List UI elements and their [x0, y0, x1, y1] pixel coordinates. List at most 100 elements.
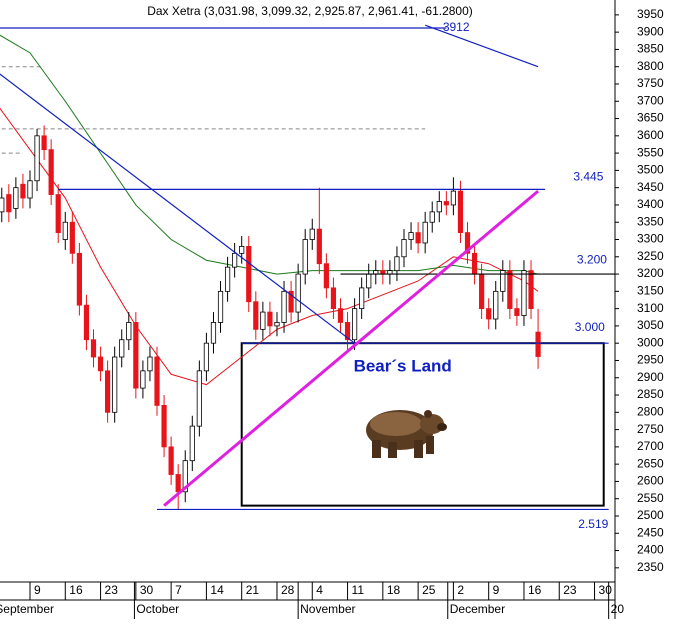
x-tick-label: 9	[34, 583, 41, 597]
month-label: November	[300, 602, 355, 616]
candle-body	[394, 256, 400, 272]
x-tick-label: 23	[105, 583, 119, 597]
candle-body	[55, 194, 61, 233]
candle-body	[203, 342, 210, 372]
candle-body	[232, 252, 238, 268]
y-tick-label: 3200	[637, 266, 664, 280]
candle-body	[210, 322, 217, 344]
box-label: Bear´s Land	[354, 357, 452, 376]
candle-body	[493, 290, 499, 320]
candle-body	[260, 311, 266, 330]
candle-body	[450, 190, 456, 206]
x-tick-label: 4	[316, 583, 323, 597]
month-label: October	[136, 602, 179, 616]
candle-body	[168, 446, 174, 475]
candle-body	[464, 232, 471, 254]
candle-body	[0, 197, 5, 213]
y-tick-label: 2500	[637, 508, 664, 522]
annotation: 3912	[443, 20, 470, 34]
candle-body	[457, 190, 464, 233]
y-tick-label: 2900	[637, 370, 664, 384]
moving-average	[0, 34, 539, 275]
y-tick-label: 3600	[637, 128, 664, 142]
month-label: December	[450, 602, 505, 616]
y-tick-label: 3250	[637, 249, 664, 263]
chart-title: Dax Xetra (3,031.98, 3,099.32, 2,925.87,…	[147, 4, 473, 18]
candle-body	[27, 180, 33, 199]
x-tick-label: 14	[210, 583, 224, 597]
y-tick-label: 2600	[637, 474, 664, 488]
trend-line	[0, 73, 355, 344]
candle-body	[175, 474, 181, 493]
x-tick-label: 7	[175, 583, 182, 597]
candle-body	[217, 290, 224, 323]
x-tick-label: 30	[599, 583, 613, 597]
trend-line	[424, 24, 539, 68]
candle-body	[83, 304, 90, 341]
y-tick-label: 3650	[637, 111, 664, 125]
y-tick-label: 3500	[637, 163, 664, 177]
x-tick-label: 18	[387, 583, 401, 597]
y-tick-label: 3950	[637, 7, 664, 21]
y-tick-label: 2400	[637, 543, 664, 557]
moving-average	[0, 107, 539, 386]
candle-body	[521, 270, 527, 316]
y-tick-label: 3000	[637, 335, 664, 349]
annotation: 3.200	[577, 252, 607, 266]
candle-body	[189, 425, 195, 462]
x-tick-label: 16	[69, 583, 83, 597]
candle-body	[97, 356, 104, 372]
y-tick-label: 2650	[637, 456, 664, 470]
candle-body	[69, 221, 75, 254]
candle-body	[302, 239, 308, 275]
candle-body	[62, 221, 68, 240]
candle-body	[154, 356, 160, 406]
x-tick-label: 9	[493, 583, 500, 597]
candle-body	[366, 273, 372, 289]
y-tick-label: 3550	[637, 145, 664, 159]
candle-body	[295, 273, 301, 313]
annotation: 2.519	[578, 517, 608, 531]
trend-line	[163, 189, 540, 507]
candle-body	[443, 201, 449, 206]
candle-body	[408, 232, 414, 240]
x-tick-label: 30	[140, 583, 154, 597]
candle-body	[224, 266, 231, 292]
candle-body	[422, 221, 428, 244]
candle-body	[112, 356, 118, 413]
y-tick-label: 3850	[637, 42, 664, 56]
candle-body	[323, 263, 329, 289]
candle-body	[288, 290, 294, 313]
candle-body	[147, 356, 153, 372]
x-tick-label: 25	[422, 583, 436, 597]
y-tick-label: 3100	[637, 301, 664, 315]
candle-body	[500, 270, 506, 292]
candle-body	[274, 322, 280, 327]
candle-body	[182, 460, 188, 493]
x-tick-label: 23	[563, 583, 577, 597]
y-tick-label: 2550	[637, 491, 664, 505]
candle-body	[528, 270, 534, 310]
annotation: 3.000	[575, 320, 605, 334]
candle-body	[344, 322, 351, 341]
candle-body	[429, 211, 435, 223]
candle-body	[352, 308, 358, 341]
candle-body	[34, 135, 40, 182]
candle-body	[140, 370, 146, 389]
bear-image	[366, 410, 447, 458]
candle-body	[90, 339, 97, 358]
candle-body	[246, 246, 252, 303]
candle-body	[514, 308, 520, 316]
x-tick-label: 16	[528, 583, 542, 597]
x-tick-label: 21	[246, 583, 260, 597]
y-tick-label: 2750	[637, 422, 664, 436]
y-tick-label: 2850	[637, 387, 664, 401]
y-tick-label: 3300	[637, 232, 664, 246]
x-tick-label: 2	[457, 583, 464, 597]
candle-body	[133, 322, 139, 389]
y-tick-label: 2450	[637, 525, 664, 539]
candle-body	[507, 270, 513, 310]
candle-body	[196, 370, 202, 427]
